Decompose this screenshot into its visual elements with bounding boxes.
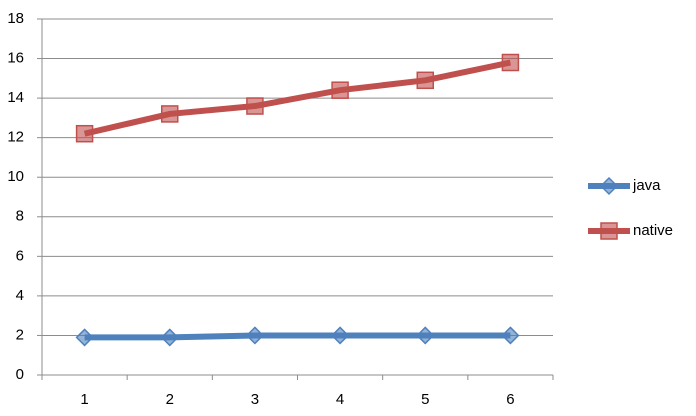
y-tick-label: 12	[7, 129, 24, 146]
y-tick-label: 0	[16, 366, 24, 383]
data-point	[416, 71, 434, 90]
x-tick-label: 5	[421, 391, 429, 408]
data-point	[331, 81, 349, 99]
x-tick-label: 2	[166, 391, 174, 408]
x-tick-label: 3	[251, 391, 259, 408]
data-point	[75, 124, 94, 143]
y-tick-label: 10	[7, 168, 24, 185]
data-point	[245, 326, 264, 345]
y-tick-label: 16	[7, 50, 24, 67]
data-point	[160, 328, 179, 347]
y-tick-label: 4	[16, 287, 24, 304]
y-tick-label: 6	[16, 247, 24, 264]
legend-marker	[599, 176, 619, 196]
legend-label: java	[632, 177, 661, 194]
series-line	[84, 332, 511, 341]
data-point	[416, 326, 435, 345]
legend-label: native	[633, 222, 673, 239]
x-tick-label: 6	[506, 391, 514, 408]
y-tick-label: 14	[7, 89, 24, 106]
y-tick-label: 18	[7, 10, 24, 27]
series-line	[83, 59, 512, 137]
x-tick-label: 4	[336, 391, 344, 408]
x-tick-label: 1	[80, 391, 88, 408]
data-point	[501, 326, 520, 345]
data-point	[161, 105, 179, 123]
legend-marker	[600, 222, 618, 240]
y-tick-label: 8	[16, 208, 24, 225]
data-point	[331, 326, 350, 345]
y-tick-label: 2	[16, 326, 24, 343]
data-point	[501, 53, 520, 72]
data-point	[75, 328, 94, 347]
data-point	[246, 97, 264, 115]
